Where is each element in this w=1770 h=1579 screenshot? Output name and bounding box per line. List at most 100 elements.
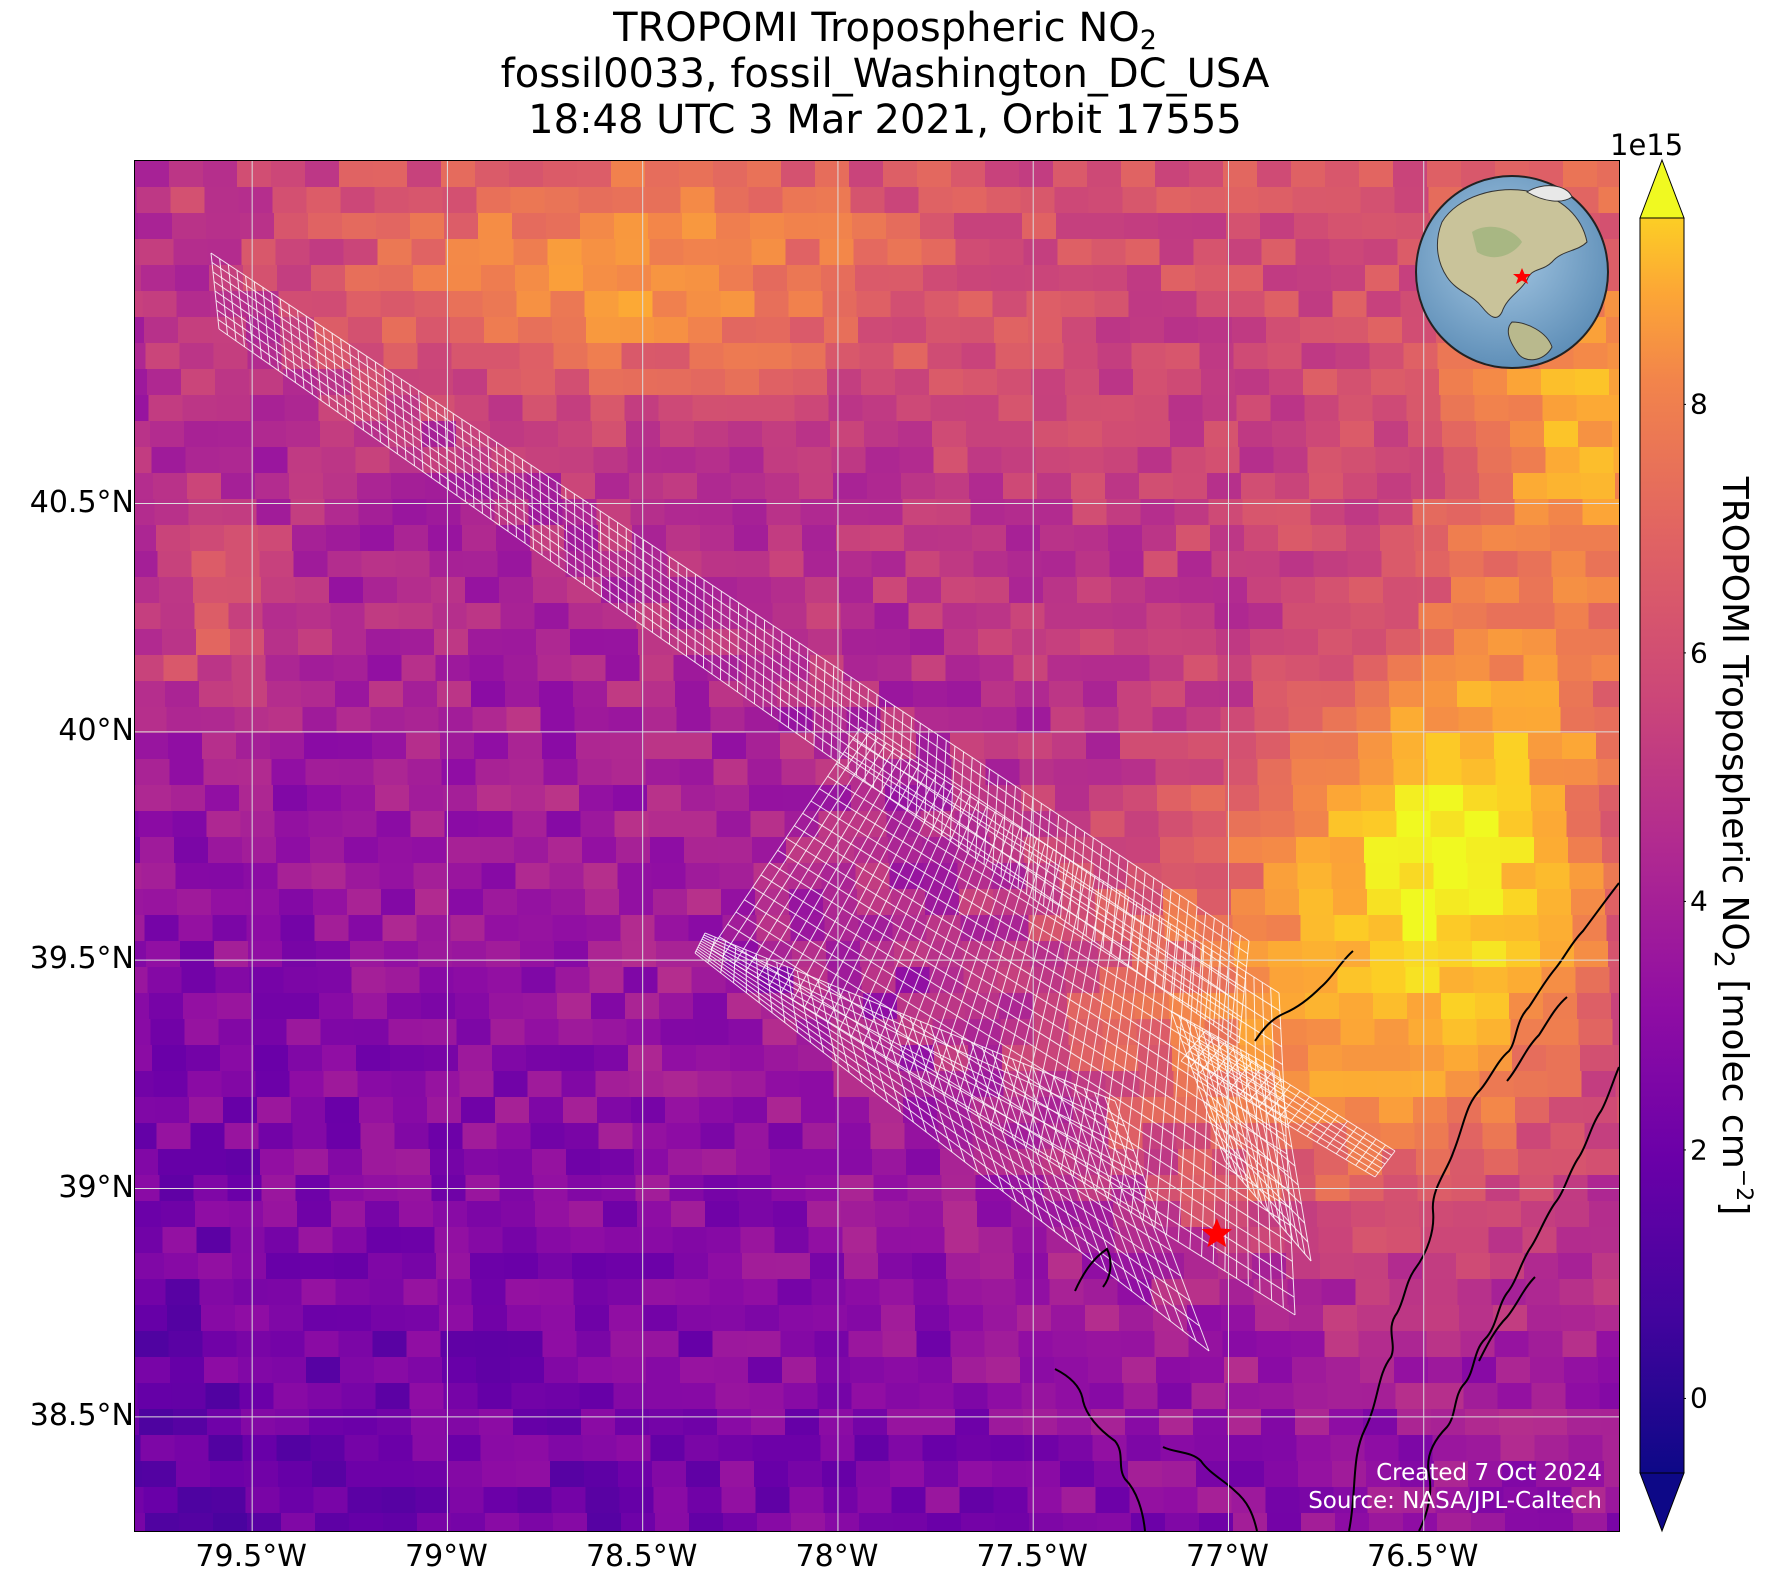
no2-pixel xyxy=(340,1357,375,1384)
no2-pixel xyxy=(712,1331,748,1358)
no2-pixel xyxy=(208,1435,244,1462)
no2-pixel xyxy=(1186,707,1222,734)
no2-pixel xyxy=(640,1253,675,1280)
no2-pixel xyxy=(278,1461,313,1488)
no2-pixel xyxy=(451,1513,486,1531)
no2-pixel xyxy=(1360,187,1396,214)
no2-pixel xyxy=(231,655,267,682)
no2-pixel xyxy=(1149,655,1185,682)
no2-pixel xyxy=(1335,1513,1370,1531)
no2-pixel xyxy=(1044,603,1080,630)
no2-pixel xyxy=(1163,889,1198,916)
no2-pixel xyxy=(320,421,355,448)
no2-pixel xyxy=(1395,1383,1431,1410)
no2-pixel xyxy=(823,1487,859,1514)
no2-pixel xyxy=(604,629,639,656)
no2-pixel xyxy=(361,551,397,578)
no2-pixel xyxy=(305,759,341,786)
no2-pixel xyxy=(1503,889,1538,916)
no2-pixel xyxy=(175,265,210,292)
no2-pixel xyxy=(218,421,253,448)
no2-pixel xyxy=(1374,1019,1410,1046)
coastline xyxy=(1478,1276,1536,1362)
no2-pixel xyxy=(984,733,1019,760)
no2-pixel xyxy=(1491,1279,1527,1306)
no2-pixel xyxy=(273,785,308,812)
no2-pixel xyxy=(1271,993,1306,1020)
no2-pixel xyxy=(917,161,952,188)
no2-pixel xyxy=(1282,603,1318,630)
no2-pixel xyxy=(1426,1331,1462,1358)
no2-pixel xyxy=(1125,239,1161,266)
no2-pixel xyxy=(1232,915,1268,942)
no2-pixel xyxy=(798,1045,833,1072)
no2-pixel xyxy=(1459,1305,1494,1332)
no2-pixel xyxy=(1372,395,1408,422)
no2-pixel xyxy=(700,1123,736,1150)
no2-pixel xyxy=(510,1357,545,1384)
target-star xyxy=(1201,1218,1232,1248)
no2-pixel xyxy=(1414,1123,1450,1150)
no2-pixel xyxy=(338,1331,374,1358)
no2-pixel xyxy=(1426,733,1461,760)
colorbar-label: TROPOMI Tropospheric NO2 [molec cm−2] xyxy=(1708,476,1756,1216)
no2-pixel xyxy=(1314,1149,1349,1176)
no2-pixel xyxy=(1080,629,1115,656)
no2-pixel xyxy=(1495,759,1531,786)
no2-pixel xyxy=(468,629,503,656)
no2-pixel xyxy=(403,1279,439,1306)
no2-pixel xyxy=(1171,447,1207,474)
no2-pixel xyxy=(777,1279,813,1306)
no2-pixel xyxy=(1556,629,1591,656)
no2-pixel xyxy=(329,577,364,604)
no2-pixel xyxy=(1598,187,1619,214)
no2-pixel xyxy=(227,577,262,604)
no2-pixel xyxy=(467,1201,502,1228)
no2-pixel xyxy=(850,1357,885,1384)
no2-pixel xyxy=(745,1305,780,1332)
no2-pixel xyxy=(1020,1357,1055,1384)
no2-pixel xyxy=(1303,967,1339,994)
no2-pixel xyxy=(1131,1513,1166,1531)
no2-pixel xyxy=(1225,785,1260,812)
no2-pixel xyxy=(990,1435,1026,1462)
no2-pixel xyxy=(1194,1435,1230,1462)
no2-pixel xyxy=(1423,1279,1459,1306)
no2-pixel xyxy=(338,733,373,760)
no2-pixel xyxy=(1012,1227,1048,1254)
no2-pixel xyxy=(1429,785,1464,812)
no2-pixel xyxy=(726,395,762,422)
no2-pixel xyxy=(1482,1123,1518,1150)
no2-pixel xyxy=(587,1513,622,1531)
no2-pixel xyxy=(733,1097,768,1124)
no2-pixel xyxy=(1127,265,1162,292)
no2-pixel xyxy=(270,733,305,760)
no2-pixel xyxy=(203,759,239,786)
no2-pixel xyxy=(1591,655,1619,682)
no2-pixel xyxy=(1500,837,1535,864)
map-panel[interactable] xyxy=(134,160,1620,1532)
no2-pixel xyxy=(667,551,703,578)
no2-pixel xyxy=(1093,265,1128,292)
no2-pixel xyxy=(788,291,824,318)
colorbar-multiplier: 1e15 xyxy=(1610,128,1684,162)
no2-pixel xyxy=(223,1097,258,1124)
no2-pixel xyxy=(266,1253,301,1280)
no2-pixel xyxy=(953,1383,989,1410)
no2-pixel xyxy=(588,941,623,968)
no2-pixel xyxy=(1549,1097,1584,1124)
no2-pixel xyxy=(876,1227,912,1254)
no2-pixel xyxy=(572,1253,607,1280)
no2-pixel xyxy=(1303,369,1338,396)
no2-pixel xyxy=(192,1149,227,1176)
no2-pixel xyxy=(773,1201,808,1228)
no2-pixel xyxy=(582,1435,618,1462)
no2-pixel xyxy=(332,1227,368,1254)
no2-pixel xyxy=(1293,785,1328,812)
no2-pixel xyxy=(135,1045,153,1072)
no2-pixel xyxy=(1386,629,1421,656)
no2-pixel xyxy=(139,1409,174,1436)
no2-pixel xyxy=(1116,1253,1151,1280)
no2-pixel xyxy=(229,1201,264,1228)
no2-pixel xyxy=(357,1071,393,1098)
